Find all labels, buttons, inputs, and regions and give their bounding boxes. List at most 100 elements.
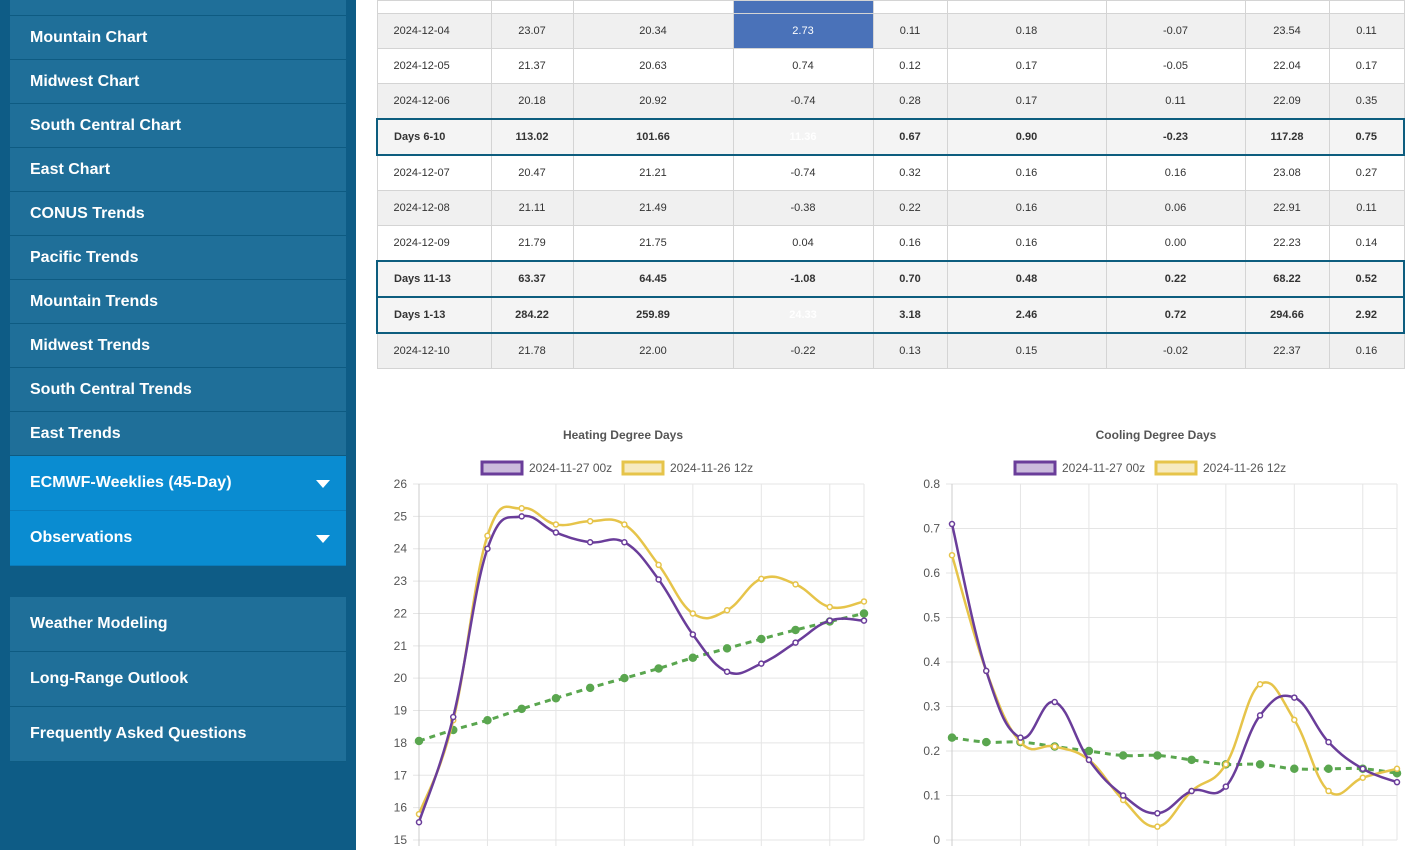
y-tick-label: 24 <box>394 542 408 556</box>
data-point <box>551 693 561 703</box>
table-row: 2024-12-06 20.18 20.92 -0.74 0.28 0.17 0.11 22.… <box>376 83 1405 120</box>
sidebar-item-south-central-chart[interactable]: South Central Chart <box>10 104 346 148</box>
data-point <box>655 576 662 583</box>
sidebar-item-observations[interactable]: Observations <box>10 511 346 566</box>
legend-label: 2024-11-27 00z <box>529 461 612 475</box>
sidebar-item-frequently-asked-questions[interactable]: Frequently Asked Questions <box>10 707 346 762</box>
table-cell: 2024-12-09 <box>376 225 492 262</box>
chart-title: Cooling Degree Days <box>1096 428 1217 442</box>
sidebar-item-midwest-trends[interactable]: Midwest Trends <box>10 324 346 368</box>
data-point <box>1084 746 1094 756</box>
table-cell: 21.21 <box>572 154 734 191</box>
table-cell: -0.07 <box>1105 13 1246 49</box>
data-point <box>449 713 457 721</box>
sidebar-item-label: Midwest Chart <box>30 72 140 90</box>
sidebar-item-east-chart[interactable]: East Chart <box>10 148 346 192</box>
sidebar-item-pacific-chart[interactable]: Pacific Chart <box>10 0 346 16</box>
table-cell: 0.18 <box>946 13 1107 49</box>
table-row <box>376 0 1405 14</box>
heating-degree-days-svg: Heating Degree Days 2024-11-27 00z 2024-11… <box>394 428 869 847</box>
data-point <box>620 673 629 683</box>
data-point <box>585 683 595 693</box>
degree-day-table-area: 2024-12-04 23.07 20.34 2.73 0.11 0.18 -0.07 23.… <box>376 0 1405 369</box>
heating-degree-days-chart: Heating Degree Days 2024-11-27 00z 2024-11… <box>376 420 876 850</box>
table-cell <box>1328 0 1405 14</box>
table-cell: 22.37 <box>1244 332 1330 369</box>
table-cell: 2024-12-10 <box>376 332 492 369</box>
chevron-down-icon[interactable] <box>316 535 330 543</box>
data-point <box>414 736 424 746</box>
data-point <box>1153 751 1162 760</box>
table-cell: 2.92 <box>1328 296 1405 334</box>
y-tick-label: 0.2 <box>923 744 940 758</box>
sidebar-item-ecmwf-weeklies-45-day[interactable]: ECMWF-Weeklies (45-Day) <box>10 456 346 511</box>
data-point <box>826 617 834 624</box>
data-point <box>1118 751 1128 760</box>
sidebar-menu: Pacific Chart Mountain Chart Midwest Chart… <box>10 0 346 566</box>
table-cell: Days 1-13 <box>376 296 492 334</box>
table-cell: 0.00 <box>1105 225 1246 262</box>
table-cell: -0.22 <box>732 332 874 369</box>
sidebar-item-label: Frequently Asked Questions <box>30 725 247 742</box>
data-point <box>948 551 956 559</box>
table-cell: 22.09 <box>1244 83 1330 120</box>
table-cell: 20.47 <box>490 154 574 191</box>
sidebar-item-pacific-trends[interactable]: Pacific Trends <box>10 236 346 280</box>
data-point <box>791 625 800 635</box>
table-cell: 259.89 <box>572 296 734 334</box>
table-row: 2024-12-10 21.78 22.00 -0.22 0.13 0.15 -0.02 22… <box>376 332 1405 369</box>
data-point <box>758 575 765 583</box>
sidebar-item-label: Long-Range Outlook <box>30 670 189 687</box>
sidebar-item-label: Observations <box>30 529 133 546</box>
y-tick-label: 21 <box>394 639 408 653</box>
table-cell: 3.18 <box>872 296 948 334</box>
table-cell <box>572 0 734 14</box>
data-point <box>1393 765 1401 773</box>
data-point <box>586 539 594 546</box>
sidebar-item-mountain-trends[interactable]: Mountain Trends <box>10 280 346 324</box>
table-cell: 2024-12-07 <box>376 154 492 191</box>
y-tick-label: 0.4 <box>923 655 940 669</box>
table-cell: 117.28 <box>1244 118 1330 156</box>
table-cell: 0.67 <box>872 118 948 156</box>
data-point <box>552 521 560 528</box>
data-point <box>415 818 423 826</box>
table-cell: -0.74 <box>732 154 874 191</box>
series-line-0 <box>417 514 865 823</box>
data-point <box>1255 760 1265 769</box>
table-cell <box>946 0 1107 14</box>
table-cell: -0.02 <box>1105 332 1246 369</box>
table-cell: 0.17 <box>946 48 1107 84</box>
series-line-0 <box>950 523 1398 815</box>
data-point <box>1290 764 1299 774</box>
y-tick-label: 22 <box>394 606 408 620</box>
data-point <box>1256 712 1264 719</box>
data-point <box>484 545 491 552</box>
table-cell <box>732 0 874 14</box>
sidebar-item-long-range-outlook[interactable]: Long-Range Outlook <box>10 652 346 707</box>
sidebar-item-label: East Chart <box>30 160 111 178</box>
sidebar-item-midwest-chart[interactable]: Midwest Chart <box>10 60 346 104</box>
table-row: 2024-12-07 20.47 21.21 -0.74 0.32 0.16 0.16 23.… <box>376 154 1405 191</box>
legend-label: 2024-11-26 12z <box>1203 461 1286 475</box>
table-cell: 63.37 <box>490 260 574 298</box>
table-cell: 0.14 <box>1328 225 1405 262</box>
table-cell: 284.22 <box>490 296 574 334</box>
table-cell: 0.11 <box>1105 83 1246 120</box>
data-point <box>517 704 526 714</box>
sidebar-item-south-central-trends[interactable]: South Central Trends <box>10 368 346 412</box>
table-cell: 0.16 <box>946 190 1107 226</box>
table-row: 2024-12-04 23.07 20.34 2.73 0.11 0.18 -0.07 23.… <box>376 13 1405 49</box>
table-cell: 0.06 <box>1105 190 1246 226</box>
y-tick-label: 0.7 <box>923 522 940 536</box>
table-cell <box>1105 0 1246 14</box>
sidebar-item-conus-trends[interactable]: CONUS Trends <box>10 192 346 236</box>
y-tick-label: 16 <box>394 801 408 815</box>
chevron-down-icon[interactable] <box>316 480 330 488</box>
data-point <box>1051 698 1058 706</box>
sidebar-item-weather-modeling[interactable]: Weather Modeling <box>10 597 346 652</box>
legend-swatch <box>480 460 524 476</box>
table-cell: 0.48 <box>946 260 1107 298</box>
sidebar-item-mountain-chart[interactable]: Mountain Chart <box>10 16 346 60</box>
sidebar-item-east-trends[interactable]: East Trends <box>10 412 346 456</box>
